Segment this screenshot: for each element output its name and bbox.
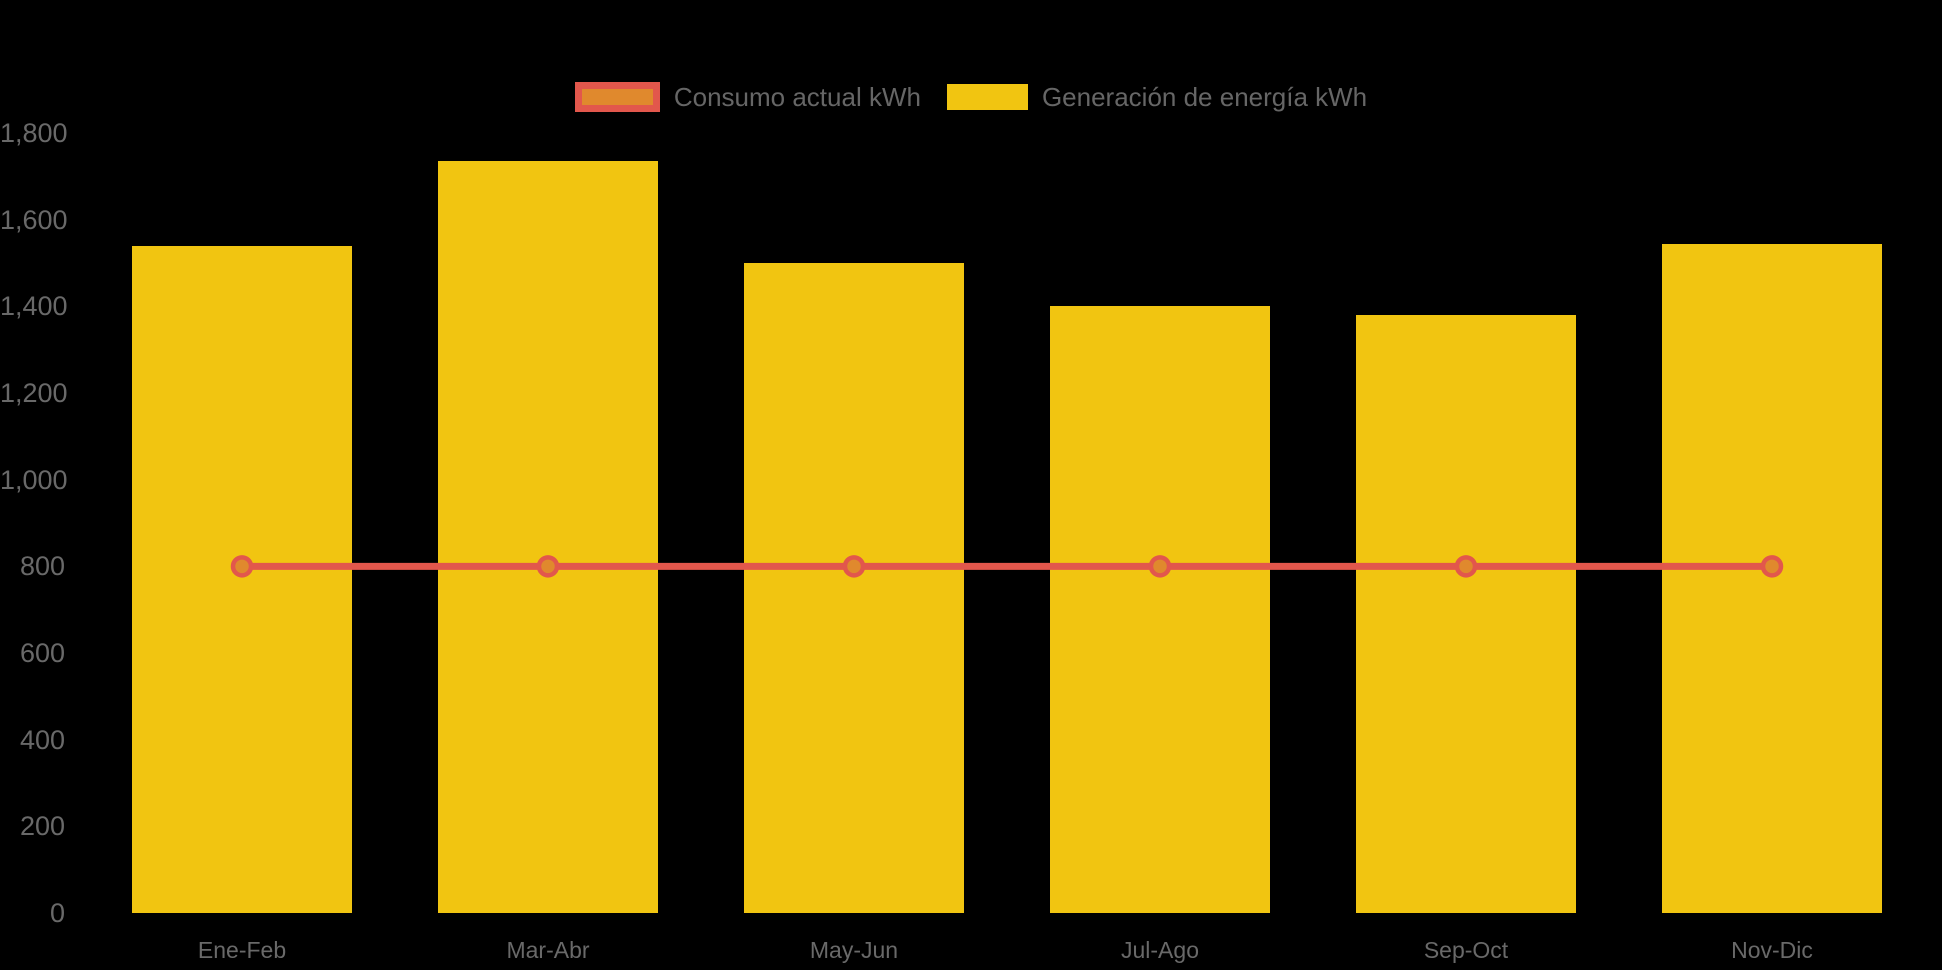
legend-item-generacion[interactable]: Generación de energía kWh [946, 82, 1368, 112]
x-axis-tick-label: Jul-Ago [1121, 937, 1199, 963]
x-axis-tick-label: Ene-Feb [197, 937, 287, 963]
bar-mar-abr[interactable] [438, 161, 658, 913]
y-axis-tick-label: 1,000 [0, 464, 68, 495]
legend-label-consumo: Consumo actual kWh [673, 82, 921, 112]
consumo-point-may-jun[interactable]: Consumo actual kWh: 800 [842, 555, 866, 578]
y-axis-tick-label: 1,200 [0, 378, 68, 408]
bar-sep-oct[interactable] [1356, 315, 1576, 913]
bar-jul-ago[interactable] [1050, 306, 1270, 913]
consumo-point-jul-ago[interactable]: Consumo actual kWh: 800 [1148, 555, 1172, 578]
consumo-point-ene-feb[interactable]: Consumo actual kWh: 800 [230, 555, 254, 578]
x-axis-tick-label: Nov-Dic [1731, 937, 1813, 963]
consumo-point-sep-oct[interactable]: Consumo actual kWh: 800 [1454, 555, 1478, 578]
bar-may-jun[interactable] [744, 263, 964, 913]
y-axis-tick-label: 1,400 [0, 291, 68, 322]
y-axis-tick-label: 600 [19, 638, 65, 668]
bar-ene-feb[interactable] [132, 245, 352, 913]
consumo-point-nov-dic[interactable]: Consumo actual kWh: 800 [1760, 555, 1784, 578]
x-axis-tick-label: Mar-Abr [506, 937, 590, 963]
legend-label-generacion: Generación de energía kWh [1041, 82, 1368, 112]
y-axis-tick-label: 400 [19, 724, 65, 755]
x-axis-tick-label: Sep-Oct [1423, 937, 1509, 963]
bar-nov-dic[interactable] [1662, 243, 1882, 913]
y-axis-tick-label: 200 [19, 811, 65, 842]
consumo-point-mar-abr[interactable]: Consumo actual kWh: 800 [536, 555, 560, 578]
x-axis-tick-label: May-Jun [809, 937, 899, 963]
y-axis-tick-label: 1,600 [0, 204, 68, 235]
legend-item-consumo[interactable]: Consumo actual kWh [574, 82, 921, 112]
legend-swatch-consumo [574, 82, 660, 112]
y-axis-tick-label: 1,800 [0, 118, 68, 148]
y-axis-tick-label: 0 [49, 898, 65, 928]
y-axis-tick-label: 800 [19, 551, 65, 582]
legend-swatch-generacion [946, 84, 1028, 110]
chart-legend: Consumo actual kWh Generación de energía… [0, 82, 1942, 112]
